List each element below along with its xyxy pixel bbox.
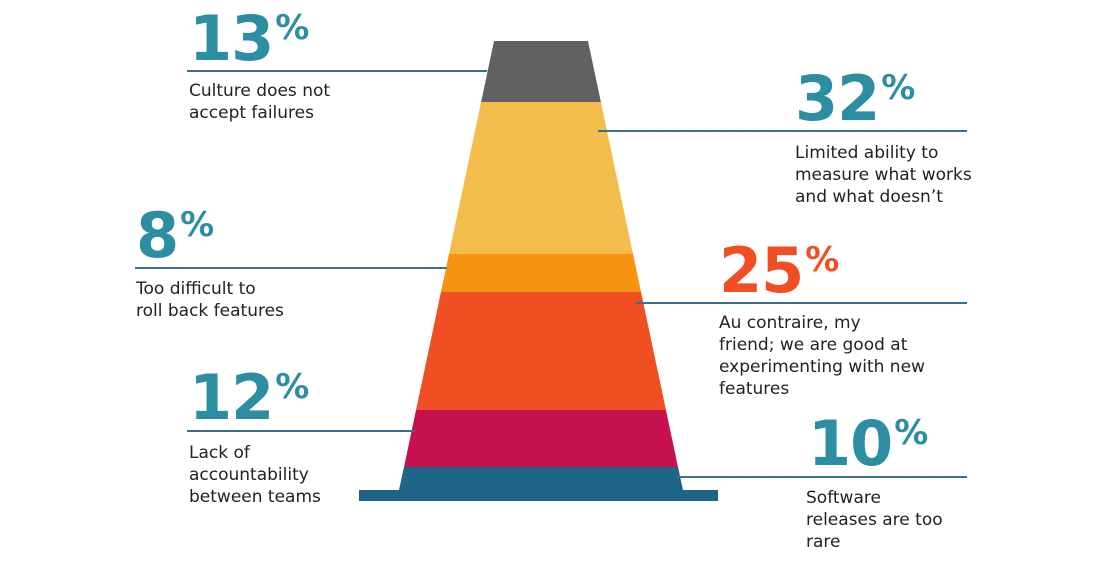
percent-sign: % [894, 413, 928, 453]
label-line: accountability [189, 465, 309, 485]
label-line: Culture does not [189, 81, 331, 101]
label-line: rare [806, 532, 841, 552]
callout-value: 8% [136, 199, 214, 272]
callout-value: 10% [808, 407, 928, 480]
percent-sign: % [180, 205, 214, 245]
leader-line-culture [187, 70, 487, 72]
percent-number: 13 [189, 2, 274, 75]
callout-label-releases: Software releases are too rare [806, 487, 1016, 553]
label-line: Au contraire, my [719, 313, 861, 333]
cone-magenta-segment [404, 410, 678, 467]
percent-sign: % [275, 8, 309, 48]
callout-culture: 13% [189, 2, 309, 75]
label-line: and what doesn’t [795, 187, 943, 207]
label-line: releases are too [806, 510, 943, 530]
label-line: roll back features [136, 301, 284, 321]
callout-accountability: 12% [189, 361, 309, 434]
cone-blue-segment [359, 467, 718, 501]
label-line: Software [806, 488, 881, 508]
label-line: friend; we are good at [719, 335, 908, 355]
callout-releases: 10% [808, 407, 928, 480]
label-line: experimenting with new [719, 357, 925, 377]
label-line: features [719, 379, 790, 399]
leader-line-releases [676, 476, 967, 478]
callout-label-culture: Culture does not accept failures [189, 80, 399, 124]
callout-measure: 32% [795, 62, 915, 135]
callout-value: 12% [189, 361, 309, 434]
callout-value: 32% [795, 62, 915, 135]
percent-sign: % [275, 367, 309, 407]
cone-orange-segment [416, 292, 666, 410]
leader-line-accountability [187, 430, 415, 432]
label-line: Limited ability to [795, 143, 939, 163]
label-line: accept failures [189, 103, 314, 123]
label-line: measure what works [795, 165, 972, 185]
label-line: Lack of [189, 443, 250, 463]
callout-value: 13% [189, 2, 309, 75]
cone-tip-segment [481, 41, 601, 102]
leader-line-experimenting [636, 302, 967, 304]
callout-label-rollback: Too difficult to roll back features [136, 278, 346, 322]
leader-line-measure [598, 130, 967, 132]
callout-value: 25% [719, 234, 839, 307]
cone-amber-segment [440, 254, 642, 292]
percent-number: 10 [808, 407, 893, 480]
leader-line-rollback [135, 267, 447, 269]
callout-experimenting: 25% [719, 234, 839, 307]
percent-number: 12 [189, 361, 274, 434]
callout-label-accountability: Lack of accountability between teams [189, 442, 399, 508]
percent-number: 25 [719, 234, 804, 307]
callout-label-experimenting: Au contraire, my friend; we are good at … [719, 312, 959, 400]
percent-number: 32 [795, 62, 880, 135]
percent-sign: % [881, 68, 915, 108]
callout-rollback: 8% [136, 199, 214, 272]
label-line: Too difficult to [136, 279, 256, 299]
percent-sign: % [805, 240, 839, 280]
cone-yellow-segment [449, 102, 633, 254]
percent-number: 8 [136, 199, 179, 272]
callout-label-measure: Limited ability to measure what works an… [795, 142, 1005, 208]
label-line: between teams [189, 487, 321, 507]
